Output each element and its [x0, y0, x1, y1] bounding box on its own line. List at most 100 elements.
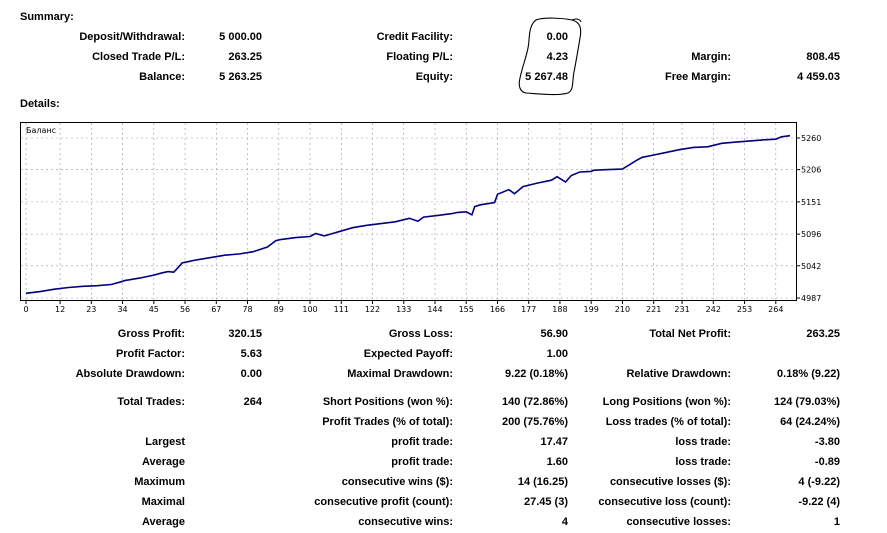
average-consecutive-label: Average	[141, 516, 185, 528]
x-tick-label: 23	[86, 305, 96, 314]
x-tick-label: 199	[584, 305, 599, 314]
x-tick-label: 210	[615, 305, 630, 314]
gross-loss-label: Gross Loss:	[388, 328, 453, 340]
absolute-drawdown-label: Absolute Drawdown:	[75, 368, 185, 380]
average-profit-trade-value: 1.60	[546, 456, 568, 468]
maximal-consecutive-loss-value: -9.22 (4)	[798, 496, 840, 508]
largest-loss-trade-label: loss trade:	[675, 436, 731, 448]
y-tick-label: 5096	[801, 230, 821, 239]
equity-value: 5 267.48	[525, 71, 568, 83]
balance-chart: Баланс 4987 5042 5096 5151 5206 5260 0 12 23 34 45…	[20, 122, 843, 314]
average-consecutive-losses-label: consecutive losses:	[626, 516, 731, 528]
x-tick-label: 242	[706, 305, 721, 314]
closed-pl-label: Closed Trade P/L:	[92, 51, 185, 63]
details-header: Details:	[20, 98, 60, 110]
max-consecutive-wins-label: consecutive wins ($):	[341, 476, 453, 488]
loss-trades-label: Loss trades (% of total):	[605, 416, 731, 428]
largest-profit-trade-value: 17.47	[540, 436, 568, 448]
largest-loss-trade-value: -3.80	[814, 436, 840, 448]
y-tick-label: 5151	[801, 198, 821, 207]
x-tick-label: 34	[117, 305, 127, 314]
profit-factor-value: 5.63	[240, 348, 262, 360]
summary-header: Summary:	[20, 11, 74, 23]
maximal-consecutive-profit-value: 27.45 (3)	[523, 496, 568, 508]
long-positions-value: 124 (79.03%)	[773, 396, 840, 408]
x-tick-label: 45	[149, 305, 159, 314]
relative-drawdown-value: 0.18% (9.22)	[777, 368, 840, 380]
short-positions-label: Short Positions (won %):	[322, 396, 453, 408]
max-consecutive-wins-value: 14 (16.25)	[517, 476, 568, 488]
max-consecutive-losses-value: 4 (-9.22)	[798, 476, 840, 488]
max-consecutive-losses-label: consecutive losses ($):	[609, 476, 731, 488]
x-tick-label: 253	[737, 305, 752, 314]
average-profit-trade-label: profit trade:	[391, 456, 453, 468]
average-consecutive-wins-value: 4	[561, 516, 568, 528]
credit-facility-value: 0.00	[546, 31, 568, 43]
free-margin-value: 4 459.03	[797, 71, 840, 83]
x-tick-label: 188	[552, 305, 567, 314]
maximal-label: Maximal	[141, 496, 185, 508]
chart-title: Баланс	[26, 126, 56, 135]
x-tick-label: 89	[274, 305, 284, 314]
gross-loss-value: 56.90	[540, 328, 568, 340]
credit-facility-label: Credit Facility:	[376, 31, 453, 43]
average-loss-trade-label: loss trade:	[675, 456, 731, 468]
maximal-consecutive-loss-label: consecutive loss (count):	[598, 496, 731, 508]
floating-pl-label: Floating P/L:	[386, 51, 453, 63]
free-margin-label: Free Margin:	[664, 71, 731, 83]
average-loss-trade-value: -0.89	[814, 456, 840, 468]
x-tick-label: 12	[55, 305, 65, 314]
total-net-profit-value: 263.25	[806, 328, 840, 340]
short-positions-value: 140 (72.86%)	[501, 396, 568, 408]
hand-drawn-circle-annotation	[518, 17, 582, 96]
balance-value: 5 263.25	[219, 71, 262, 83]
absolute-drawdown-value: 0.00	[240, 368, 262, 380]
x-tick-label: 166	[490, 305, 505, 314]
y-tick-label: 5206	[801, 166, 821, 175]
x-tick-label: 111	[334, 305, 349, 314]
x-tick-label: 144	[427, 305, 442, 314]
expected-payoff-label: Expected Payoff:	[363, 348, 453, 360]
margin-value: 808.45	[806, 51, 840, 63]
y-tick-label: 4987	[801, 294, 821, 303]
x-tick-label: 78	[242, 305, 252, 314]
y-tick-label: 5260	[801, 134, 821, 143]
maximum-label: Maximum	[134, 476, 185, 488]
gross-profit-label: Gross Profit:	[117, 328, 185, 340]
largest-profit-trade-label: profit trade:	[391, 436, 453, 448]
balance-chart-svg: Баланс 4987 5042 5096 5151 5206 5260 0 12 23 34 45…	[20, 122, 821, 314]
x-tick-label: 56	[180, 305, 190, 314]
average-label: Average	[141, 456, 185, 468]
maximal-drawdown-label: Maximal Drawdown:	[347, 368, 453, 380]
average-consecutive-wins-label: consecutive wins:	[358, 516, 453, 528]
profit-factor-label: Profit Factor:	[115, 348, 185, 360]
x-tick-label: 155	[459, 305, 474, 314]
loss-trades-value: 64 (24.24%)	[780, 416, 840, 428]
deposit-label: Deposit/Withdrawal:	[79, 31, 185, 43]
x-tick-label: 122	[365, 305, 380, 314]
expected-payoff-value: 1.00	[546, 348, 568, 360]
total-trades-label: Total Trades:	[117, 396, 185, 408]
gross-profit-value: 320.15	[228, 328, 262, 340]
deposit-value: 5 000.00	[219, 31, 262, 43]
x-tick-label: 221	[646, 305, 661, 314]
largest-label: Largest	[145, 436, 185, 448]
x-tick-label: 177	[521, 305, 536, 314]
closed-pl-value: 263.25	[228, 51, 262, 63]
maximal-drawdown-value: 9.22 (0.18%)	[505, 368, 568, 380]
x-tick-label: 264	[768, 305, 783, 314]
margin-label: Margin:	[691, 51, 731, 63]
y-tick-label: 5042	[801, 262, 821, 271]
profit-trades-value: 200 (75.76%)	[501, 416, 568, 428]
long-positions-label: Long Positions (won %):	[602, 396, 731, 408]
x-tick-label: 0	[23, 305, 28, 314]
x-tick-label: 133	[396, 305, 411, 314]
x-tick-label: 100	[302, 305, 317, 314]
maximal-consecutive-profit-label: consecutive profit (count):	[314, 496, 453, 508]
total-net-profit-label: Total Net Profit:	[649, 328, 731, 340]
relative-drawdown-label: Relative Drawdown:	[626, 368, 731, 380]
x-tick-label: 231	[674, 305, 689, 314]
equity-label: Equity:	[415, 71, 453, 83]
total-trades-value: 264	[243, 396, 262, 408]
profit-trades-label: Profit Trades (% of total):	[322, 416, 453, 428]
